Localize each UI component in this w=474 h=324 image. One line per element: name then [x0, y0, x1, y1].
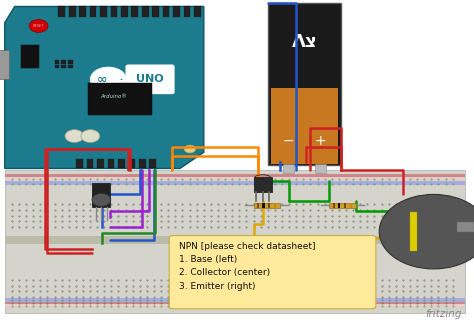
- Bar: [194, 6, 201, 17]
- Text: RESET: RESET: [33, 24, 44, 28]
- Bar: [100, 6, 107, 17]
- Text: Λצ: Λצ: [292, 33, 318, 51]
- Circle shape: [90, 67, 126, 92]
- Bar: [61, 65, 66, 68]
- Circle shape: [65, 130, 84, 143]
- Bar: [5, 303, 465, 307]
- Bar: [5, 176, 465, 180]
- Circle shape: [379, 194, 474, 269]
- Bar: [257, 202, 259, 208]
- Bar: [76, 159, 83, 168]
- Bar: [61, 60, 66, 64]
- Bar: [254, 202, 280, 208]
- Text: UNO: UNO: [136, 75, 164, 84]
- Bar: [55, 60, 59, 64]
- Bar: [87, 159, 93, 168]
- Bar: [254, 177, 272, 192]
- Bar: [274, 202, 276, 208]
- Text: NPN [please check datasheet]
1. Base (left)
2. Collector (center)
3. Emitter (ri: NPN [please check datasheet] 1. Base (le…: [179, 242, 315, 291]
- Bar: [79, 6, 86, 17]
- Bar: [338, 202, 340, 208]
- Text: ∞: ∞: [96, 73, 107, 86]
- Bar: [110, 6, 117, 17]
- Bar: [5, 170, 465, 313]
- Bar: [68, 65, 73, 68]
- Bar: [163, 6, 169, 17]
- Bar: [92, 183, 110, 207]
- Bar: [268, 202, 270, 208]
- Bar: [108, 159, 114, 168]
- Circle shape: [29, 19, 48, 32]
- Bar: [139, 159, 146, 168]
- Bar: [315, 164, 327, 173]
- Bar: [55, 65, 59, 68]
- Bar: [5, 301, 465, 304]
- Bar: [121, 6, 128, 17]
- Bar: [263, 202, 264, 208]
- Bar: [149, 159, 156, 168]
- Bar: [271, 88, 338, 164]
- Bar: [5, 181, 465, 185]
- FancyBboxPatch shape: [126, 65, 174, 94]
- Bar: [173, 6, 180, 17]
- Bar: [5, 174, 465, 177]
- Bar: [152, 6, 159, 17]
- Bar: [118, 159, 125, 168]
- Bar: [344, 202, 346, 208]
- Polygon shape: [5, 6, 204, 168]
- Bar: [350, 202, 352, 208]
- Text: +: +: [315, 134, 327, 148]
- Bar: [88, 83, 152, 115]
- Bar: [268, 3, 341, 165]
- Bar: [457, 222, 474, 232]
- Bar: [5, 298, 465, 302]
- Circle shape: [120, 79, 122, 80]
- Text: fritzing: fritzing: [426, 309, 462, 319]
- Bar: [131, 6, 138, 17]
- Bar: [0, 50, 9, 79]
- Circle shape: [81, 130, 100, 143]
- Bar: [90, 6, 96, 17]
- Bar: [5, 237, 465, 244]
- Bar: [58, 6, 65, 17]
- Bar: [128, 159, 135, 168]
- Bar: [69, 6, 75, 17]
- Bar: [142, 6, 148, 17]
- Text: −: −: [283, 134, 294, 148]
- FancyBboxPatch shape: [169, 236, 376, 309]
- Bar: [410, 212, 417, 251]
- Bar: [97, 159, 104, 168]
- Bar: [329, 202, 356, 208]
- Bar: [21, 45, 38, 68]
- Bar: [333, 202, 335, 208]
- Bar: [283, 164, 294, 173]
- Bar: [68, 60, 73, 64]
- Bar: [183, 6, 190, 17]
- Text: Arduino®: Arduino®: [100, 94, 128, 99]
- Circle shape: [92, 193, 111, 206]
- Circle shape: [184, 145, 196, 153]
